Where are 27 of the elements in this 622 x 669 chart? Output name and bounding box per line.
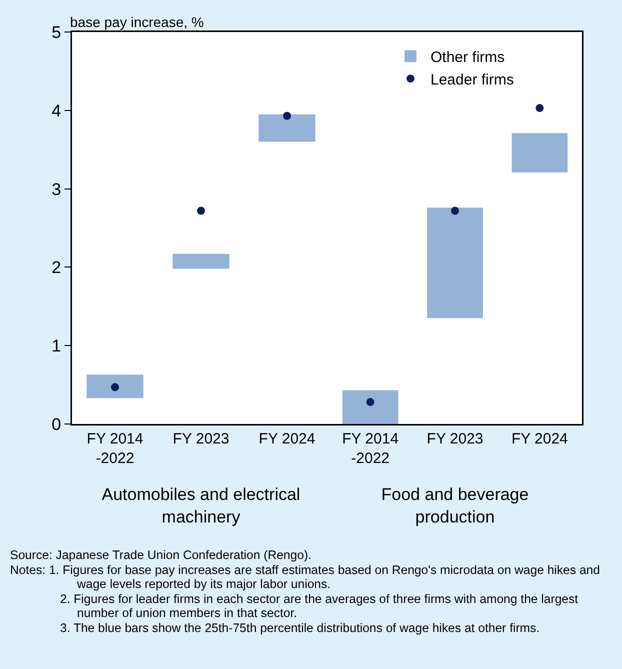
x-tick-label: FY 2024: [511, 430, 568, 448]
x-tick-label: FY 2014 -2022: [342, 430, 399, 467]
x-tick-label: FY 2023: [172, 430, 230, 448]
text: 3. The blue bars show the 25th-75th percentile distributions of wage hikes at other firms.: [59, 620, 541, 635]
bar: [258, 114, 316, 142]
y-tick-label: 4: [52, 101, 62, 120]
x-axis-title: Food and beverage production: [381, 485, 529, 526]
point: [111, 383, 119, 392]
y-tick-label: 5: [52, 22, 62, 42]
y-tick-label: 2: [52, 258, 62, 278]
source-note: Source: Japanese Trade Union Confederation (Rengo).: [10, 548, 312, 562]
legend-label: Other firms: [430, 48, 505, 66]
bar: [86, 374, 144, 398]
x-tick-label: FY 2014 -2022: [86, 430, 144, 467]
y-axis-title: base pay increase, %: [70, 14, 204, 30]
x-tick-label: FY 2023: [426, 430, 484, 448]
x-tick-label: FY 2024: [258, 430, 316, 448]
x-axis-title: Automobiles and electrical machinery: [102, 485, 300, 526]
bar: [172, 254, 230, 269]
point: [197, 206, 205, 215]
y-tick-label: 1: [52, 336, 62, 356]
point: [283, 112, 291, 120]
legend-label: Leader firms: [430, 71, 514, 88]
y-tick-label: 0: [52, 414, 62, 434]
y-tick-label: 3: [52, 180, 62, 199]
text: 2. Figures for leader firms in each sector are the averages of three firms with among the largest number of union members in that sector.: [59, 592, 580, 620]
text: Notes: 1. Figures for base pay increases are staff estimates based on Rengo's microdata on wage hikes and wage levels reported by its major labor unions.: [10, 562, 601, 592]
